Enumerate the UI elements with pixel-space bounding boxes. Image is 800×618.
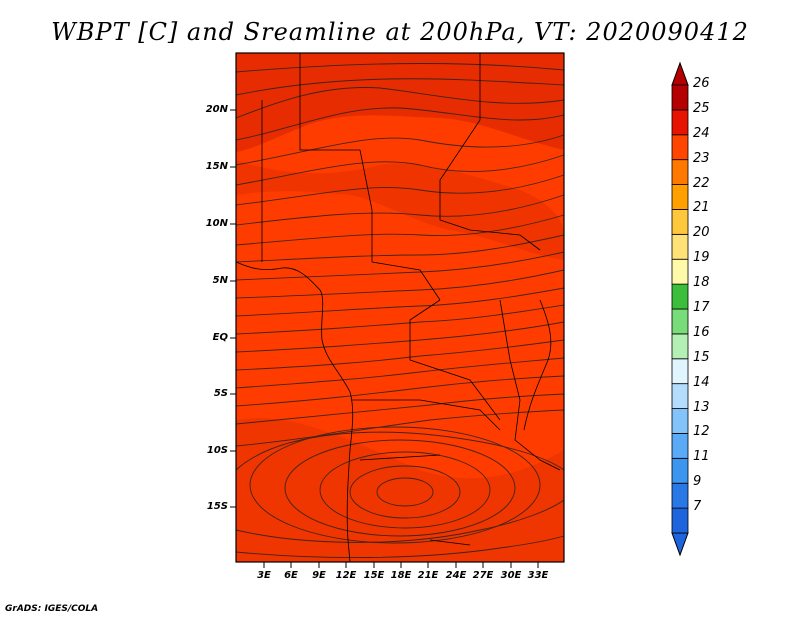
colorbar-arrow-bottom: [671, 532, 689, 557]
colorbar-swatch-13: [671, 408, 689, 434]
colorbar-swatch-26: [671, 84, 689, 111]
colorbar-label-23: 23: [693, 150, 710, 166]
colorbar-swatch-25: [671, 109, 689, 136]
colorbar-swatch-24: [671, 134, 689, 161]
colorbar-label-24: 24: [693, 125, 710, 141]
wbpt-region-north: [236, 53, 564, 152]
colorbar-swatch-15: [671, 358, 689, 385]
lon-label-27e: 27E: [472, 570, 494, 581]
colorbar-swatch-16: [671, 333, 689, 360]
lon-label-6e: 6E: [284, 570, 298, 581]
colorbar-label-7: 7: [693, 499, 702, 515]
map-title: WBPT [C] and Sreamline at 200hPa, VT: 20…: [51, 18, 749, 46]
grads-credit: GrADS: IGES/COLA: [5, 604, 99, 614]
country-boundaries: [235, 53, 561, 563]
colorbar-swatch-23: [671, 159, 689, 185]
colorbar-arrow-top: [671, 61, 689, 86]
lon-label-30e: 30E: [500, 570, 522, 581]
colorbar-label-26: 26: [693, 76, 710, 91]
lon-label-12e: 12E: [335, 570, 357, 581]
colorbar-swatch-11: [671, 457, 689, 484]
lon-label-24e: 24E: [445, 570, 467, 581]
lon-label-18e: 18E: [390, 570, 412, 581]
colorbar-label-14: 14: [693, 374, 710, 390]
colorbar-swatch-9: [671, 482, 689, 509]
lon-label-15e: 15E: [363, 570, 385, 581]
colorbar-label-15: 15: [693, 349, 710, 365]
lat-label-15n: 15N: [205, 161, 228, 172]
colorbar-swatch-21: [671, 209, 689, 235]
colorbar-swatch-19: [671, 258, 689, 285]
colorbar-label-19: 19: [693, 250, 710, 266]
lon-label-33e: 33E: [527, 570, 549, 581]
colorbar-swatch-14: [671, 383, 689, 409]
colorbar-label-16: 16: [693, 324, 710, 340]
lat-label-5n: 5N: [212, 275, 228, 286]
colorbar-label-22: 22: [693, 175, 710, 191]
colorbar-swatch-7: [671, 507, 689, 534]
colorbar-label-21: 21: [693, 200, 710, 216]
streamlines: [235, 63, 565, 559]
colorbar-label-20: 20: [693, 225, 710, 241]
colorbar-swatch-22: [671, 184, 689, 210]
lat-label-10s: 10S: [206, 445, 228, 456]
lat-label-10n: 10N: [205, 218, 228, 229]
map-frame: [235, 52, 565, 563]
colorbar-swatch-18: [671, 283, 689, 310]
lat-label-eq: EQ: [212, 332, 228, 343]
colorbar-label-13: 13: [693, 399, 710, 415]
lon-label-9e: 9E: [312, 570, 326, 581]
colorbar-label-11: 11: [693, 449, 710, 465]
colorbar-swatch-20: [671, 233, 689, 260]
colorbar-label-25: 25: [693, 100, 710, 116]
lat-label-20n: 20N: [205, 104, 228, 115]
lon-label-3e: 3E: [257, 570, 271, 581]
colorbar-swatch-17: [671, 308, 689, 335]
lat-label-15s: 15S: [206, 501, 228, 512]
wbpt-region-sahel: [236, 160, 564, 260]
lat-ticks: [230, 109, 236, 508]
colorbar-label-12: 12: [693, 424, 710, 440]
lon-ticks: [263, 562, 539, 568]
colorbar-label-17: 17: [693, 300, 710, 315]
lon-label-21e: 21E: [417, 570, 439, 581]
colorbar-label-18: 18: [693, 275, 710, 291]
colorbar-swatch-12: [671, 433, 689, 459]
lat-label-5s: 5S: [213, 388, 228, 399]
colorbar-label-9: 9: [693, 474, 702, 490]
